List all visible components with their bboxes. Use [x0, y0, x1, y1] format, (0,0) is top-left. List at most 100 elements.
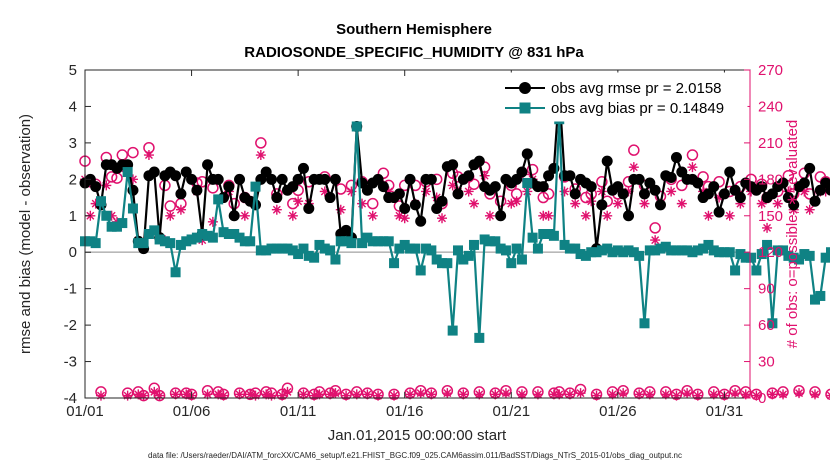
rmse-point: [425, 173, 437, 185]
bias-point: [85, 236, 96, 247]
rmse-point: [409, 199, 421, 211]
evaluated-obs-point: [421, 186, 432, 197]
bias-point: [639, 318, 650, 329]
evaluated-obs-point: [794, 388, 805, 399]
bias-point: [570, 243, 581, 254]
evaluated-obs-point: [778, 389, 789, 400]
rmse-point: [585, 181, 597, 193]
rmse-point: [175, 188, 187, 200]
bias-point: [394, 243, 405, 254]
evaluated-obs-point: [261, 389, 272, 400]
bias-point: [431, 254, 442, 265]
bias-point: [95, 196, 106, 207]
bias-point: [149, 225, 160, 236]
bias-point: [794, 254, 805, 265]
bias-point: [628, 247, 639, 258]
bias-point: [207, 232, 218, 243]
legend-marker-rmse: [519, 82, 531, 94]
evaluated-obs-point: [426, 389, 437, 400]
rmse-point: [377, 181, 389, 193]
evaluated-obs-point: [373, 390, 384, 401]
evaluated-obs-point: [756, 198, 767, 209]
bias-point: [703, 239, 714, 250]
rmse-point: [250, 199, 262, 211]
rmse-point: [399, 202, 411, 214]
bias-point: [490, 236, 501, 247]
bias-point: [319, 243, 330, 254]
bias-point: [282, 243, 293, 254]
evaluated-obs-point: [154, 390, 165, 401]
bias-point: [309, 252, 320, 263]
ticks-layer: 01/01 01/06 01/11 01/16 01/21 01/26 01/31 -4 -3 -…: [64, 62, 783, 420]
rmse-point: [415, 215, 427, 227]
possible-obs-point: [782, 169, 795, 182]
evaluated-obs-point: [106, 210, 117, 221]
bias-point: [714, 247, 725, 258]
evaluated-obs-point: [266, 390, 277, 401]
rmse-point: [212, 173, 224, 185]
bias-point: [484, 236, 495, 247]
bias-point: [682, 245, 693, 256]
data-file-footnote: data file: /Users/raeder/DAI/ATM_forcXX/…: [148, 451, 682, 460]
y-tick-label: 2: [69, 171, 77, 188]
evaluated-obs-point: [740, 389, 751, 400]
bias-point: [762, 239, 773, 250]
bias-point: [127, 203, 138, 214]
evaluated-obs-point: [804, 204, 815, 215]
bias-point: [607, 247, 618, 258]
bias-point: [650, 245, 661, 256]
evaluated-obs-point: [202, 389, 213, 400]
evaluated-obs-point: [639, 198, 650, 209]
bias-point: [362, 232, 373, 243]
rmse-point: [820, 177, 830, 189]
rmse-point: [447, 159, 459, 171]
evaluated-obs-point: [127, 174, 138, 185]
rmse-point: [564, 170, 576, 182]
rmse-point: [798, 177, 810, 189]
evaluated-obs-point: [554, 389, 565, 400]
rmse-point: [724, 166, 736, 178]
y-right-tick-label: 90: [758, 281, 775, 298]
bias-point: [612, 245, 623, 256]
bias-point: [143, 229, 154, 239]
bias-point: [181, 236, 192, 247]
evaluated-obs-point: [724, 210, 735, 221]
evaluated-obs-point: [143, 150, 154, 161]
bias-point: [218, 227, 229, 238]
evaluated-obs-point: [548, 389, 559, 400]
bias-point: [623, 245, 634, 256]
evaluated-obs-point: [591, 390, 602, 401]
rmse-point: [276, 173, 288, 185]
evaluated-obs-point: [149, 386, 160, 397]
rmse-point: [319, 173, 331, 185]
rmse-point: [601, 155, 613, 167]
bias-point: [751, 265, 762, 276]
y-axis-label: rmse and bias (model - observation): [17, 114, 34, 354]
evaluated-obs-point: [314, 389, 325, 400]
evaluated-obs-point: [447, 180, 458, 191]
bias-point: [367, 236, 378, 247]
evaluated-obs-point: [170, 389, 181, 400]
y-axis-right-label: # of obs: o=possible; ∗=evaluated: [784, 120, 801, 349]
evaluated-obs-point: [346, 186, 357, 197]
rmse-point: [186, 173, 198, 185]
evaluated-obs-point: [676, 198, 687, 209]
evaluated-obs-point: [394, 210, 405, 221]
evaluated-obs-point: [799, 186, 810, 197]
rmse-point: [569, 188, 581, 200]
evaluated-obs-point: [437, 213, 448, 224]
evaluated-obs-point: [383, 186, 394, 197]
bias-point: [804, 250, 815, 261]
evaluated-obs-point: [564, 389, 575, 400]
bias-point: [692, 245, 703, 256]
bias-point: [772, 245, 783, 256]
evaluated-obs-point: [282, 386, 293, 397]
evaluated-obs-point: [543, 210, 554, 221]
evaluated-obs-point: [95, 390, 106, 401]
legend-marker-bias: [519, 102, 531, 114]
rmse-point: [777, 177, 789, 189]
x-tick-label: 01/11: [280, 403, 316, 420]
bias-point: [175, 239, 186, 250]
bias-point: [564, 243, 575, 254]
x-axis-label: Jan.01,2015 00:00:00 start: [328, 427, 507, 444]
